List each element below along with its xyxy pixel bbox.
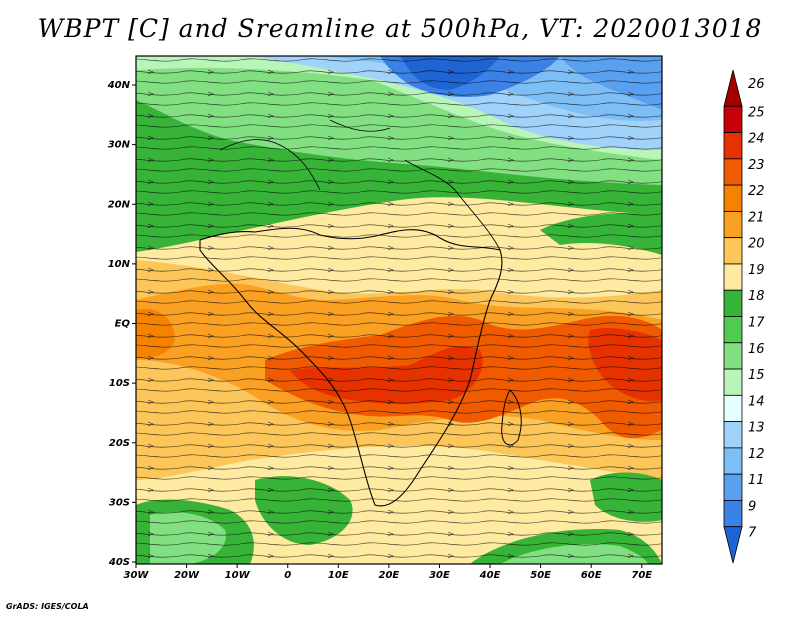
colorbar-label: 14 [748, 394, 765, 409]
longitude-axis: 30W 20W 10W 0 10E 20E 30E 40E 50E 60E 70E [124, 564, 652, 581]
colorbar-label: 22 [748, 184, 765, 199]
lon-tick-label: 30E [429, 570, 450, 581]
colorbar-swatch [723, 394, 743, 423]
lon-tick-label: 70E [631, 570, 652, 581]
colorbar-swatch [723, 368, 743, 396]
colorbar-label: 24 [748, 132, 765, 147]
colorbar-label: 17 [748, 316, 765, 331]
footer-credit: GrADS: IGES/COLA [6, 602, 89, 611]
colorbar-label: 13 [748, 421, 765, 436]
colorbar: 26 25 24 23 22 21 20 19 18 17 16 15 14 13 12 11 9 7 [723, 69, 765, 564]
colorbar-swatch [723, 473, 743, 501]
lon-tick-label: 40E [479, 570, 501, 581]
colorbar-label: 9 [748, 499, 756, 514]
colorbar-swatch [723, 526, 743, 564]
colorbar-label: 7 [748, 526, 757, 541]
colorbar-label: 23 [748, 158, 765, 173]
lat-tick-label: 40N [107, 80, 131, 91]
colorbar-swatch [723, 69, 743, 107]
lon-tick-label: 0 [284, 570, 291, 581]
colorbar-swatch [723, 105, 743, 133]
latitude-axis: 40N 30N 20N 10N EQ 10S 20S 30S 40S [107, 80, 136, 568]
colorbar-swatch [723, 237, 743, 265]
lon-tick-label: 10E [328, 570, 349, 581]
colorbar-swatch [723, 132, 743, 160]
lon-tick-label: 60E [581, 570, 602, 581]
lon-tick-label: 20E [379, 570, 400, 581]
lon-tick-label: 20W [174, 570, 200, 581]
colorbar-swatch [723, 500, 743, 528]
colorbar-swatch [723, 421, 743, 449]
lon-tick-label: 30W [124, 570, 150, 581]
lat-tick-label: 20S [109, 438, 130, 449]
colorbar-label: 15 [748, 368, 765, 383]
map-title: WBPT [C] and Sreamline at 500hPa, VT: 20… [37, 14, 763, 43]
colorbar-swatch [723, 447, 743, 475]
colorbar-label: 16 [748, 342, 765, 357]
lat-tick-label: 30N [108, 140, 131, 151]
lon-tick-label: 50E [530, 570, 551, 581]
colorbar-label: 21 [748, 210, 765, 225]
lat-tick-label: 40S [108, 557, 130, 568]
lat-tick-label: 20N [108, 199, 131, 210]
lat-tick-label: EQ [115, 319, 131, 330]
colorbar-swatch [723, 263, 743, 291]
colorbar-swatch [723, 184, 743, 212]
colorbar-label: 25 [748, 105, 765, 120]
lat-tick-label: 30S [109, 497, 130, 508]
colorbar-swatch [723, 158, 743, 186]
colorbar-label: 11 [748, 473, 765, 488]
colorbar-swatch [723, 342, 743, 370]
colorbar-swatch [723, 289, 743, 317]
colorbar-swatch [723, 316, 743, 344]
lat-tick-label: 10N [108, 259, 131, 270]
colorbar-label: 12 [748, 447, 765, 462]
colorbar-label: 18 [748, 289, 765, 304]
colorbar-label: 19 [748, 263, 765, 278]
map-plot-area [136, 56, 662, 564]
colorbar-swatch [723, 210, 743, 239]
map-frame [135, 55, 663, 565]
colorbar-label: 20 [748, 237, 765, 252]
colorbar-label: 26 [748, 77, 765, 92]
lon-tick-label: 10W [225, 570, 251, 581]
lat-tick-label: 10S [109, 378, 130, 389]
